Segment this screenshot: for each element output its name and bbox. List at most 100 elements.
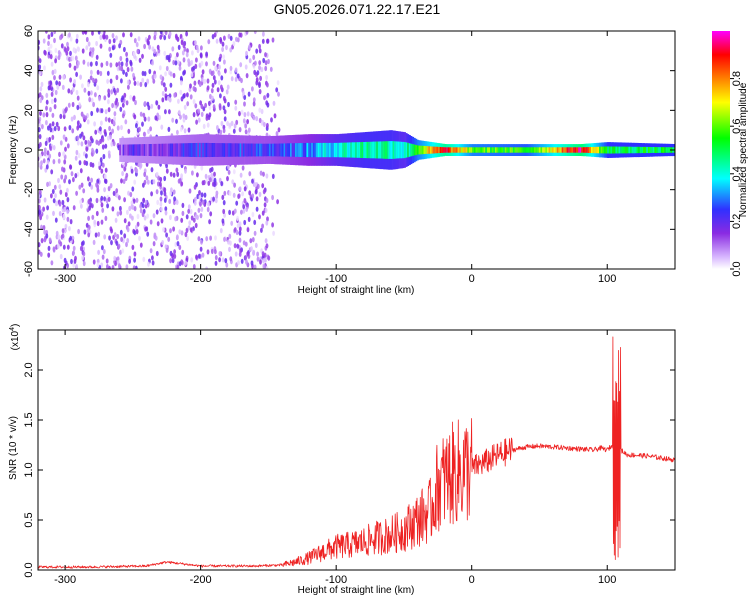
band-core xyxy=(610,146,613,154)
band-core xyxy=(210,143,213,157)
noise-speck xyxy=(232,169,236,175)
noise-speck xyxy=(266,216,269,222)
noise-speck xyxy=(89,161,93,168)
noise-speck xyxy=(101,137,105,143)
noise-speck xyxy=(144,199,148,205)
band-core xyxy=(195,143,198,158)
noise-speck xyxy=(42,225,46,231)
colorbar-ticks: 0.0 0.2 0.4 0.6 0.8 xyxy=(730,71,743,277)
band-core xyxy=(620,146,623,154)
noise-speck xyxy=(199,52,203,58)
noise-speck xyxy=(160,218,164,224)
noise-speck xyxy=(219,93,222,99)
noise-speck xyxy=(161,90,165,97)
noise-speck xyxy=(276,199,279,205)
noise-speck xyxy=(85,146,89,152)
noise-speck xyxy=(89,135,93,141)
noise-speck xyxy=(138,57,142,63)
noise-speck xyxy=(82,59,86,65)
band-core xyxy=(299,143,302,157)
noise-speck xyxy=(76,104,80,111)
noise-speck xyxy=(143,215,147,221)
band-core xyxy=(384,141,387,159)
noise-speck xyxy=(107,92,111,98)
noise-speck xyxy=(115,188,119,194)
noise-speck xyxy=(153,73,157,79)
noise-speck xyxy=(107,117,111,123)
noise-speck xyxy=(255,48,259,54)
noise-speck xyxy=(247,91,251,97)
noise-speck xyxy=(50,98,54,105)
noise-speck xyxy=(222,54,226,60)
noise-speck xyxy=(169,171,173,177)
band-core xyxy=(576,147,579,153)
noise-speck xyxy=(54,89,58,96)
noise-speck xyxy=(133,206,137,212)
noise-speck xyxy=(80,182,84,188)
band-core xyxy=(394,141,397,159)
noise-speck xyxy=(174,60,178,66)
y-scale-close: ) xyxy=(10,324,21,327)
noise-speck xyxy=(277,127,281,133)
noise-speck xyxy=(163,175,167,182)
noise-speck xyxy=(189,83,192,89)
band-core xyxy=(452,147,455,153)
noise-speck xyxy=(261,38,265,44)
noise-speck xyxy=(49,145,52,151)
noise-speck xyxy=(259,75,262,81)
noise-speck xyxy=(63,206,66,213)
band-core xyxy=(638,146,641,154)
noise-speck xyxy=(111,128,114,134)
noise-speck xyxy=(243,112,247,118)
noise-speck xyxy=(178,261,182,267)
noise-speck xyxy=(131,244,135,250)
noise-speck xyxy=(39,251,43,257)
noise-speck xyxy=(271,37,275,43)
noise-speck xyxy=(177,98,180,104)
noise-speck xyxy=(107,99,110,105)
band-core xyxy=(278,143,281,157)
noise-speck xyxy=(113,87,116,93)
noise-speck xyxy=(215,31,218,34)
noise-speck xyxy=(174,55,178,62)
noise-speck xyxy=(69,235,73,241)
noise-speck xyxy=(92,101,95,108)
noise-speck xyxy=(103,196,106,202)
noise-speck xyxy=(226,176,229,182)
noise-speck xyxy=(45,233,49,239)
band-core xyxy=(257,143,260,157)
band-core xyxy=(382,141,385,159)
band-core xyxy=(405,142,408,158)
band-core xyxy=(421,145,424,155)
band-core xyxy=(545,147,548,153)
noise-speck xyxy=(145,175,149,181)
band-core xyxy=(512,147,515,153)
noise-speck xyxy=(113,232,117,238)
noise-speck xyxy=(88,97,92,103)
noise-speck xyxy=(181,210,185,216)
noise-speck xyxy=(126,209,129,215)
noise-speck xyxy=(265,265,269,269)
band-core xyxy=(186,143,188,157)
noise-speck xyxy=(215,190,219,196)
noise-speck xyxy=(57,54,61,61)
noise-speck xyxy=(70,171,74,177)
noise-speck xyxy=(113,116,116,122)
noise-speck xyxy=(251,178,254,184)
noise-speck xyxy=(206,122,210,128)
noise-speck xyxy=(39,215,42,221)
band-core xyxy=(480,147,483,153)
noise-speck xyxy=(146,78,150,84)
noise-speck xyxy=(92,77,95,83)
noise-speck xyxy=(49,50,53,56)
noise-speck xyxy=(125,100,129,106)
noise-speck xyxy=(188,220,192,226)
noise-speck xyxy=(148,68,152,75)
band-core xyxy=(542,147,545,153)
band-core xyxy=(244,143,247,157)
noise-speck xyxy=(59,35,62,41)
noise-speck xyxy=(209,235,213,241)
bottom-x-axis-label: Height of straight line (km) xyxy=(298,585,415,596)
noise-speck xyxy=(125,71,128,77)
noise-speck xyxy=(143,71,147,77)
